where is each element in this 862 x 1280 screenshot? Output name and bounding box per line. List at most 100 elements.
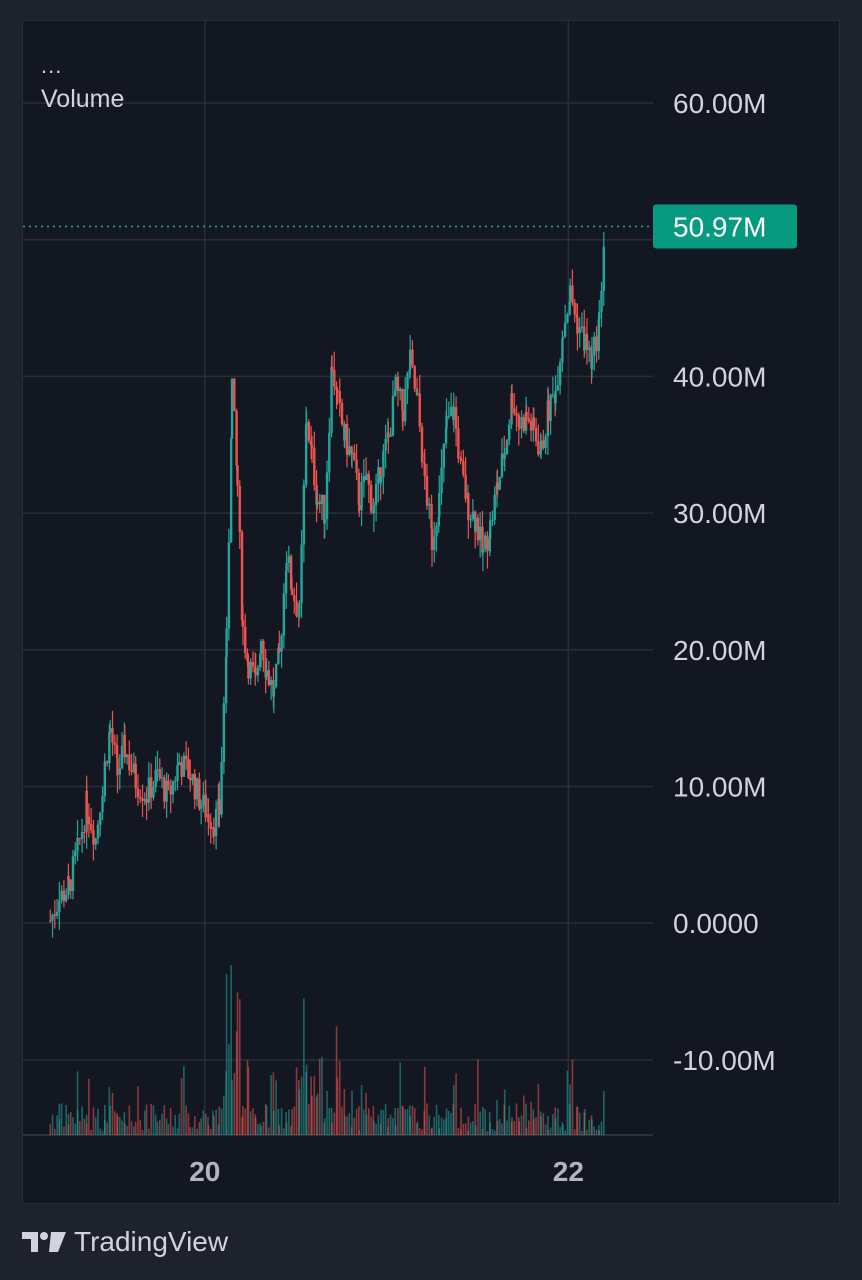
candle-body (318, 501, 321, 505)
tradingview-logo[interactable]: TradingView (22, 1222, 228, 1262)
volume-bar (310, 1076, 312, 1135)
volume-bar (440, 1117, 443, 1135)
volume-bar (493, 1130, 496, 1135)
candle-body (141, 798, 144, 801)
candle-body (300, 544, 303, 603)
candle-body (328, 432, 331, 473)
legend-more-icon[interactable]: ... (41, 53, 63, 78)
volume-bar (397, 1108, 399, 1135)
volume-bar (406, 1109, 409, 1135)
candle-body (235, 410, 238, 466)
volume-bar (111, 1092, 114, 1135)
candle-body (348, 446, 351, 455)
volume-bar (58, 1119, 61, 1135)
volume-bar (389, 1114, 392, 1135)
candle-body (241, 619, 245, 627)
volume-bar (598, 1130, 601, 1135)
volume-bar (207, 1125, 210, 1135)
candle-body (330, 366, 333, 433)
candle-body (156, 769, 159, 771)
candle-body (171, 781, 175, 795)
candle-body (428, 503, 431, 506)
volume-bar (399, 1062, 401, 1135)
volume-bar (191, 1127, 194, 1135)
candle-body (289, 556, 293, 589)
volume-bar (187, 1113, 190, 1135)
candle-body (240, 532, 244, 620)
volume-bar (137, 1086, 139, 1135)
candle-body (435, 525, 438, 537)
volume-bar (180, 1078, 183, 1135)
candle-body (316, 501, 319, 505)
candle-body (585, 333, 589, 350)
candle-body (207, 814, 210, 823)
candle-body (187, 759, 190, 778)
volume-bar (564, 1130, 566, 1135)
candle-body (269, 680, 273, 686)
y-tick-label: -10.00M (673, 1045, 776, 1076)
candle-body (418, 393, 421, 427)
volume-bar (547, 1129, 550, 1135)
candle-body (49, 920, 52, 922)
candle-body (103, 761, 106, 768)
candle-body (195, 778, 199, 800)
volume-bar (518, 1121, 521, 1135)
candle-body (576, 317, 579, 334)
candle-body (103, 767, 106, 796)
volume-bar (123, 1123, 126, 1135)
legend-series-name: Volume (41, 85, 125, 113)
volume-bar (288, 1109, 290, 1135)
volume-bar (241, 1116, 243, 1135)
y-tick-label: 10.00M (673, 771, 766, 802)
candle-body (595, 336, 598, 352)
volume-bar (231, 1080, 233, 1135)
volume-bar (527, 1120, 530, 1135)
candle-body (230, 378, 234, 439)
candle-body (529, 420, 533, 431)
candle-body (118, 768, 121, 775)
candle-body (149, 777, 153, 798)
candle-body (227, 542, 231, 629)
candle-body (313, 447, 316, 486)
volume-bar (522, 1095, 525, 1135)
candlestick-series (49, 231, 605, 938)
candle-body (182, 755, 186, 777)
candle-body (247, 661, 250, 679)
volume-bar (573, 1129, 576, 1135)
volume-bar (418, 1127, 421, 1135)
candle-body (379, 467, 382, 483)
candle-body (220, 762, 223, 815)
candle-body (109, 728, 112, 733)
volume-bar (283, 1128, 285, 1135)
volume-bar (513, 1121, 516, 1135)
volume-bar (566, 1070, 569, 1135)
volume-bar (472, 1121, 474, 1135)
chart-frame[interactable]: 50.97M 60.00M 40.00M 30.00M 20.00M 10.00M 0.0… (22, 20, 840, 1204)
candle-body (309, 440, 313, 446)
volume-bar (336, 1077, 339, 1135)
candle-body (518, 426, 521, 429)
volume-bar (218, 1106, 221, 1135)
candle-body (416, 393, 419, 395)
candle-body (295, 601, 298, 616)
candle-body (256, 667, 260, 676)
volume-bar (328, 1108, 331, 1135)
volume-bar (474, 1103, 476, 1135)
volume-bar (113, 1111, 116, 1135)
candle-body (440, 467, 443, 494)
volume-bar (544, 1124, 547, 1135)
chart-canvas[interactable]: 50.97M 60.00M 40.00M 30.00M 20.00M 10.00M 0.0… (23, 21, 841, 1205)
volume-bar (247, 1066, 250, 1135)
candle-body (62, 890, 66, 902)
volume-bars (49, 965, 605, 1135)
grid-layer (23, 21, 653, 1136)
volume-bar (172, 1126, 174, 1135)
candle-body (265, 670, 268, 678)
candle-body (481, 526, 484, 553)
volume-bar (230, 965, 232, 1135)
candle-body (602, 246, 605, 291)
volume-bar (569, 1084, 571, 1135)
volume-bar (213, 1115, 215, 1135)
candle-body (486, 535, 489, 552)
volume-bar (49, 1124, 52, 1135)
